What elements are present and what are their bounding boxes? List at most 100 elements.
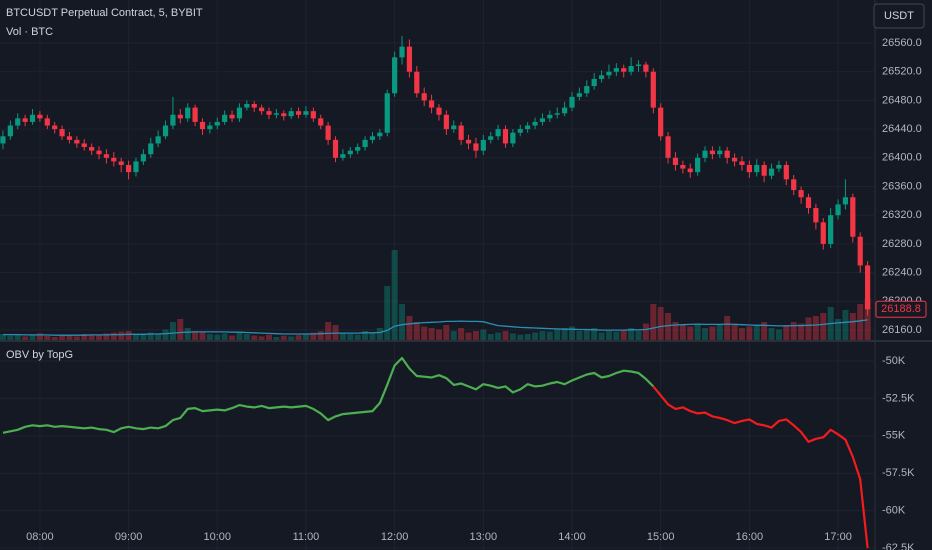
candle-body — [428, 100, 435, 108]
volume-bar — [103, 333, 110, 340]
volume-bar — [110, 332, 117, 340]
volume-bar — [206, 334, 213, 340]
candle-body — [857, 236, 863, 266]
volume-bar — [635, 331, 642, 340]
candle-body — [295, 111, 302, 115]
candle-body — [768, 168, 775, 176]
candle-body — [695, 157, 701, 173]
volume-bar — [140, 333, 147, 340]
candle-body — [502, 129, 509, 144]
y-tick-label: 26360.0 — [882, 180, 922, 192]
candle-body — [865, 265, 871, 310]
candle-body — [761, 164, 767, 176]
candle-body — [443, 114, 449, 130]
volume-bar — [842, 310, 849, 340]
candle-body — [606, 71, 612, 76]
volume-bar — [583, 329, 590, 340]
candle-body — [59, 129, 65, 137]
marks — [0, 35, 871, 549]
candle-body — [259, 107, 265, 112]
volume-bar — [132, 334, 139, 340]
candle-body — [15, 118, 21, 126]
volume-bar — [288, 336, 295, 340]
volume-bar — [591, 328, 598, 340]
candle-body — [406, 46, 413, 72]
candle-body — [207, 125, 213, 130]
volume-bar — [731, 323, 738, 340]
volume-bar — [716, 325, 723, 340]
indicator-title: OBV by TopG — [6, 349, 73, 361]
volume-bar — [214, 334, 221, 340]
volume-bar — [81, 334, 88, 340]
volume-bar — [258, 336, 265, 340]
currency-button[interactable]: USDT — [873, 3, 925, 29]
candle-body — [805, 197, 812, 209]
candle-body — [436, 107, 442, 115]
volume-bar — [539, 331, 546, 340]
currency-button-frame[interactable] — [873, 3, 925, 29]
labels: BTCUSDT Perpetual Contract, 5, BYBIT Vol… — [6, 7, 927, 550]
volume-bar — [435, 329, 442, 340]
volume-bar — [266, 334, 273, 340]
candle-body — [754, 164, 760, 173]
candle-body — [377, 132, 383, 137]
volume-bar — [428, 328, 435, 340]
volume-ma-line — [3, 319, 868, 336]
obv-line — [2, 356, 655, 434]
candle-body — [672, 157, 679, 165]
y-tick-label: 26160.0 — [882, 324, 922, 336]
volume-bar — [554, 329, 561, 340]
candle-body — [717, 150, 723, 155]
candle-body — [746, 164, 752, 173]
volume-bar — [192, 331, 199, 340]
volume-bar — [44, 335, 51, 340]
last-price-label: 26188.8 — [881, 303, 921, 315]
candle-body — [170, 114, 176, 126]
candle-body — [0, 136, 6, 144]
volume-bar — [783, 325, 790, 340]
volume-bar — [761, 322, 768, 340]
volume-bar — [546, 331, 553, 340]
volume-bar — [310, 332, 317, 340]
volume-bar — [391, 250, 398, 340]
candle-body — [37, 114, 43, 119]
candle-body — [266, 111, 272, 115]
candle-body — [214, 121, 220, 126]
volume-bar — [472, 331, 479, 340]
currency-button-label[interactable]: USDT — [884, 10, 914, 22]
candle-body — [347, 150, 353, 155]
obv-line — [652, 385, 869, 549]
candle-body — [458, 125, 464, 140]
x-tick-label: 14:00 — [558, 531, 586, 543]
volume-title: Vol · BTC — [6, 26, 53, 38]
y-tick-label: -55K — [882, 430, 906, 442]
candle-body — [340, 154, 346, 158]
candle-body — [532, 121, 538, 126]
x-tick-label: 11:00 — [293, 531, 320, 543]
candle-body — [621, 68, 627, 72]
candle-body — [103, 154, 110, 158]
candle-body — [709, 150, 716, 155]
volume-bar — [613, 331, 620, 340]
candle-body — [643, 64, 649, 72]
volume-bar — [0, 334, 6, 340]
candle-body — [318, 118, 324, 126]
volume-bar — [620, 329, 627, 340]
candle-body — [281, 113, 287, 117]
candle-body — [584, 86, 590, 94]
volume-bar — [7, 335, 14, 340]
candle-body — [724, 150, 730, 158]
volume-bar — [51, 337, 58, 340]
volume-bar — [524, 334, 531, 340]
candle-body — [835, 204, 841, 216]
candle-body — [355, 147, 361, 151]
volume-bar — [835, 319, 842, 340]
candle-body — [22, 118, 28, 122]
candle-body — [362, 139, 368, 148]
candle-body — [591, 78, 597, 87]
volume-bar — [798, 323, 805, 340]
volume-bar — [857, 304, 864, 340]
volume-bar — [450, 331, 457, 340]
volume-bar — [280, 335, 287, 340]
